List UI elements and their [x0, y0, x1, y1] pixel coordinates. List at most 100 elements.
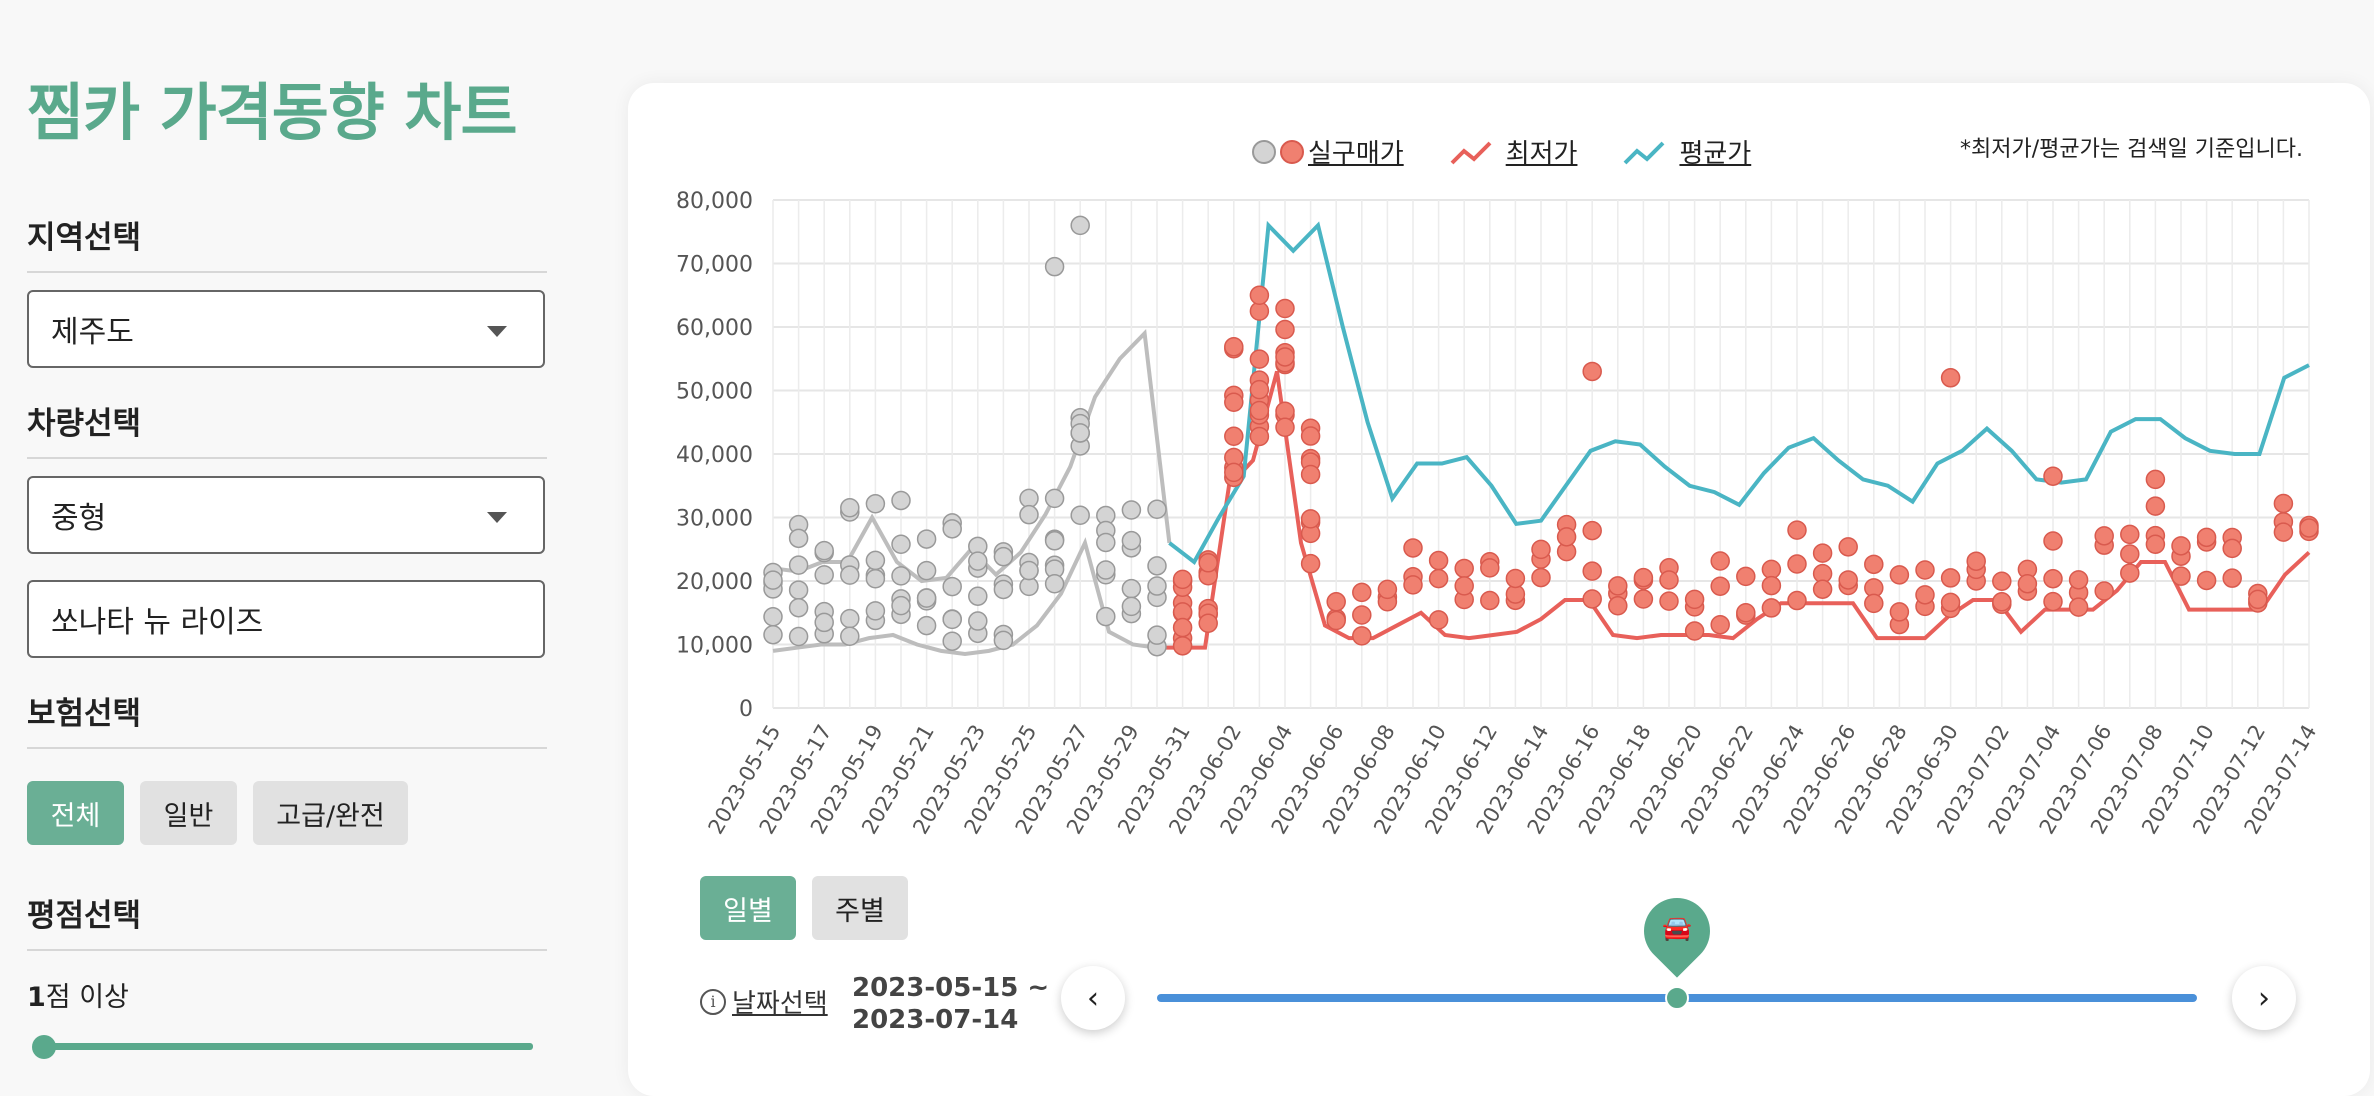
legend-lowest[interactable]: 최저가: [1448, 133, 1578, 170]
actual-price-point: [1992, 592, 2012, 612]
actual-price-point: [1838, 537, 1858, 557]
legend-average-label: 평균가: [1679, 139, 1752, 169]
region-select-value: 제주도: [51, 315, 134, 350]
view-daily-button[interactable]: 일별: [700, 876, 796, 940]
region-select[interactable]: 제주도: [27, 290, 545, 368]
actual-price-point: [1966, 551, 1986, 571]
legend-average[interactable]: 평균가: [1621, 133, 1751, 170]
actual-price-point: [1761, 598, 1782, 618]
actual-price-point: [788, 626, 809, 647]
actual-price-point: [1582, 361, 1602, 382]
actual-price-point: [1428, 550, 1449, 571]
actual-price-point: [1121, 530, 1142, 551]
actual-price-point: [1096, 606, 1116, 627]
actual-price-point: [2094, 526, 2114, 546]
actual-price-point: [865, 494, 886, 514]
actual-price-point: [788, 597, 809, 618]
actual-price-point: [1582, 589, 1602, 609]
actual-price-point: [1480, 590, 1500, 611]
actual-price-point: [1608, 596, 1628, 616]
actual-price-point: [1633, 567, 1654, 588]
actual-price-point: [1736, 566, 1756, 587]
actual-price-point: [2171, 566, 2191, 586]
actual-price-point: [1019, 560, 1039, 581]
actual-price-point: [942, 519, 962, 539]
date-select-label: 날짜선택: [732, 989, 828, 1019]
actual-price-point: [1864, 554, 1884, 575]
actual-price-point: [1377, 579, 1398, 600]
rating-value: 1점 이상: [27, 975, 129, 1014]
y-tick-label: 0: [739, 697, 753, 722]
y-tick-label: 30,000: [676, 507, 753, 532]
actual-price-point: [763, 570, 783, 590]
actual-price-point: [2222, 538, 2242, 559]
actual-price-point: [2196, 570, 2217, 591]
rating-slider-track[interactable]: [43, 1043, 533, 1050]
actual-price-point: [1812, 543, 1833, 563]
actual-price-point: [865, 568, 886, 589]
actual-price-point: [1249, 379, 1270, 400]
legend-actual[interactable]: 실구매가: [1250, 133, 1404, 170]
actual-price-point: [1787, 554, 1807, 574]
actual-price-point: [1659, 591, 1679, 611]
actual-price-point: [1147, 625, 1167, 645]
actual-price-point: [993, 579, 1014, 600]
actual-price-point: [1172, 636, 1193, 656]
date-select[interactable]: i 날짜선택: [700, 983, 828, 1020]
actual-price-point: [2273, 522, 2294, 542]
y-tick-label: 40,000: [676, 443, 753, 468]
actual-price-point: [1940, 368, 1961, 388]
date-range-thumb[interactable]: [1665, 986, 1689, 1010]
insurance-option-general[interactable]: 일반: [140, 781, 237, 845]
actual-price-point: [814, 565, 834, 585]
actual-price-point: [1761, 575, 1782, 596]
rating-slider-thumb[interactable]: [32, 1035, 56, 1059]
actual-price-point: [2196, 527, 2217, 548]
legend-lowest-label: 최저가: [1505, 139, 1578, 169]
actual-price-point: [1915, 585, 1935, 605]
actual-price-point: [1915, 560, 1935, 580]
actual-price-point: [993, 546, 1014, 567]
page-title: 찜카 가격동향 차트: [27, 76, 517, 149]
actual-price-point: [968, 551, 988, 571]
actual-price-point: [1428, 610, 1449, 630]
actual-price-point: [1352, 626, 1372, 646]
actual-price-point: [763, 607, 783, 627]
y-tick-label: 60,000: [676, 316, 753, 341]
actual-price-point: [1147, 556, 1167, 576]
price-chart: 0 10,000 20,000 30,000 40,000 50,000 60,000 70,…: [676, 189, 2321, 838]
actual-price-point: [1275, 298, 1295, 319]
y-tick-label: 20,000: [676, 570, 753, 595]
actual-price-point: [1556, 527, 1577, 547]
actual-price-point: [1864, 593, 1884, 614]
actual-price-point: [1787, 590, 1807, 611]
actual-price-point: [2145, 534, 2166, 555]
view-weekly-button[interactable]: 주별: [812, 876, 908, 940]
actual-price-point: [1249, 285, 1270, 305]
prev-range-button[interactable]: ‹: [1061, 966, 1125, 1030]
actual-price-point: [1147, 499, 1167, 520]
chevron-down-icon: [487, 326, 507, 337]
actual-price-point: [840, 626, 860, 646]
insurance-option-all[interactable]: 전체: [27, 781, 124, 845]
actual-price-point: [2094, 581, 2114, 601]
chevron-left-icon: ‹: [1087, 980, 1099, 1016]
vehicle-model-input[interactable]: [27, 580, 545, 658]
actual-price-point: [788, 580, 809, 600]
rating-suffix: 점 이상: [45, 982, 129, 1013]
actual-price-point: [1684, 589, 1705, 610]
actual-price-point: [2120, 524, 2140, 545]
car-icon: 🚘: [1662, 914, 1692, 942]
actual-price-point: [1044, 488, 1065, 509]
actual-price-point: [814, 540, 834, 561]
actual-price-point: [1198, 553, 1218, 573]
actual-price-point: [942, 576, 962, 597]
next-range-button[interactable]: ›: [2232, 966, 2296, 1030]
actual-price-point: [1044, 574, 1065, 594]
actual-price-point: [1121, 500, 1142, 520]
actual-price-point: [1249, 426, 1270, 447]
insurance-option-premium[interactable]: 고급/완전: [253, 781, 408, 845]
actual-price-point: [1249, 400, 1270, 421]
vehicle-class-select[interactable]: 중형: [27, 476, 545, 554]
actual-price-point: [2043, 466, 2063, 486]
